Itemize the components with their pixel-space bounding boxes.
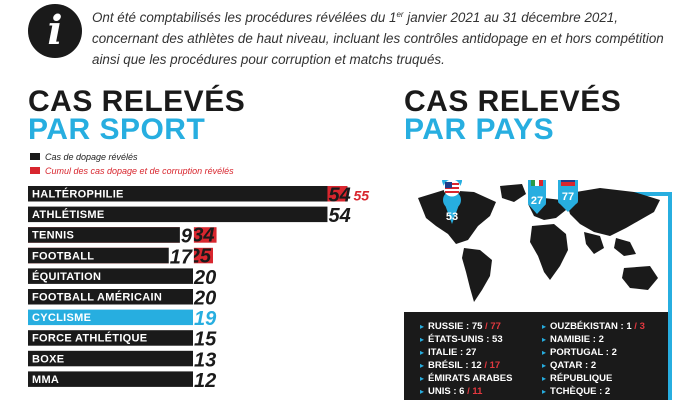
- map-south-asia: [584, 232, 604, 254]
- bar-doping-value: 12: [194, 370, 216, 392]
- bar-doping: [28, 186, 328, 202]
- legend-swatch-dark: [30, 153, 40, 160]
- legend-cumul: Cumul des cas dopage et de corruption ré…: [30, 165, 234, 177]
- marker-it: 27: [528, 180, 546, 214]
- bar-doping: [28, 206, 328, 223]
- marker-us: 53: [442, 180, 463, 224]
- us-flag-icon: [443, 180, 461, 197]
- it-flag-icon: [531, 180, 543, 186]
- country-list-item: ÉMIRATS ARABES: [420, 372, 512, 385]
- bar-doping-value: 15: [194, 329, 217, 351]
- bar-doping-value: 19: [194, 308, 217, 330]
- bar-doping-value: 20: [193, 267, 216, 289]
- bar-category-label: TENNIS: [32, 230, 74, 242]
- map-australia: [622, 266, 658, 290]
- country-list-item: OUZBÉKISTAN : 1 / 3: [542, 320, 645, 333]
- value-backdrop: [179, 225, 194, 248]
- country-list-column-1: RUSSIE : 75 / 77ÉTATS-UNIS : 53ITALIE : …: [420, 320, 512, 398]
- map-southeast-asia: [614, 238, 636, 256]
- bar-doping: [28, 330, 193, 346]
- map-greenland: [500, 184, 526, 202]
- bar-cumul-value: 34: [192, 225, 214, 247]
- marker-ru: 77: [558, 180, 578, 212]
- map-asia: [564, 188, 660, 236]
- bar-category-label: BOXE: [32, 353, 64, 365]
- map-north-america: [418, 190, 496, 244]
- bar-doping: [28, 371, 193, 387]
- map-africa: [530, 224, 568, 280]
- bar-category-label: ÉQUITATION: [32, 270, 101, 283]
- intro-text: Ont été comptabilisés les procédures rév…: [92, 4, 682, 70]
- country-list-item: NAMIBIE : 2: [542, 333, 645, 346]
- bar-doping: [28, 268, 193, 284]
- bar-doping-value: 54: [328, 185, 350, 207]
- info-icon: i: [28, 4, 82, 58]
- connector-line-right: [668, 192, 672, 400]
- country-list-item: QATAR : 2: [542, 359, 645, 372]
- bar-doping-value: 17: [170, 246, 193, 268]
- marker-it-value: 27: [531, 195, 543, 207]
- bar-category-label: FOOTBALL: [32, 250, 94, 262]
- legend-doping: Cas de dopage révélés: [30, 151, 138, 163]
- country-list-column-2: OUZBÉKISTAN : 1 / 3NAMIBIE : 2PORTUGAL :…: [542, 320, 645, 398]
- bar-category-label: HALTÉROPHILIE: [32, 188, 124, 201]
- bar-doping-value: 54: [328, 205, 350, 227]
- bar-doping: [28, 309, 193, 326]
- intro-line-2: concernant des athlètes de haut niveau, …: [92, 31, 664, 46]
- bar-category-label: FOOTBALL AMÉRICAIN: [32, 291, 162, 304]
- marker-us-value: 53: [446, 211, 458, 223]
- intro-line-3: ainsi que les procédures pour corruption…: [92, 52, 445, 67]
- bar-doping: [28, 227, 193, 243]
- country-list-item: BRÉSIL : 12 / 17: [420, 359, 512, 372]
- bar-category-label: ATHLÉTISME: [32, 208, 104, 221]
- country-section-title: CAS RELEVÉS PAR PAYS: [404, 85, 622, 146]
- legend-swatch-red: [30, 167, 40, 174]
- bar-doping-value: 20: [193, 288, 216, 310]
- bar-doping: [28, 350, 193, 367]
- bar-doping: [28, 247, 193, 264]
- ru-flag-icon: [561, 180, 575, 186]
- bar-doping-value: 13: [194, 349, 216, 371]
- map-south-america: [462, 248, 492, 302]
- country-list-item: UNIS : 6 / 11: [420, 385, 512, 398]
- sport-section-title: CAS RELEVÉS PAR SPORT: [28, 85, 246, 146]
- country-list-item: RÉPUBLIQUE: [542, 372, 645, 385]
- bar-category-label: FORCE ATHLÉTIQUE: [32, 332, 147, 345]
- bar-cumul-value: 55: [353, 188, 369, 204]
- bar-category-label: CYCLISME: [32, 312, 91, 324]
- intro-line-1: Ont été comptabilisés les procédures rév…: [92, 10, 618, 25]
- bar-doping: [28, 289, 193, 305]
- bar-doping-value: 9: [181, 226, 193, 248]
- country-list-item: ÉTATS-UNIS : 53: [420, 333, 512, 346]
- country-list-item: TCHÈQUE : 2: [542, 385, 645, 398]
- value-backdrop: [168, 246, 194, 269]
- bar-category-label: MMA: [32, 374, 59, 386]
- country-list-item: PORTUGAL : 2: [542, 346, 645, 359]
- country-list-item: RUSSIE : 75 / 77: [420, 320, 512, 333]
- marker-ru-value: 77: [562, 191, 574, 203]
- world-map: 53 27 77: [418, 180, 660, 302]
- country-list-item: ITALIE : 27: [420, 346, 512, 359]
